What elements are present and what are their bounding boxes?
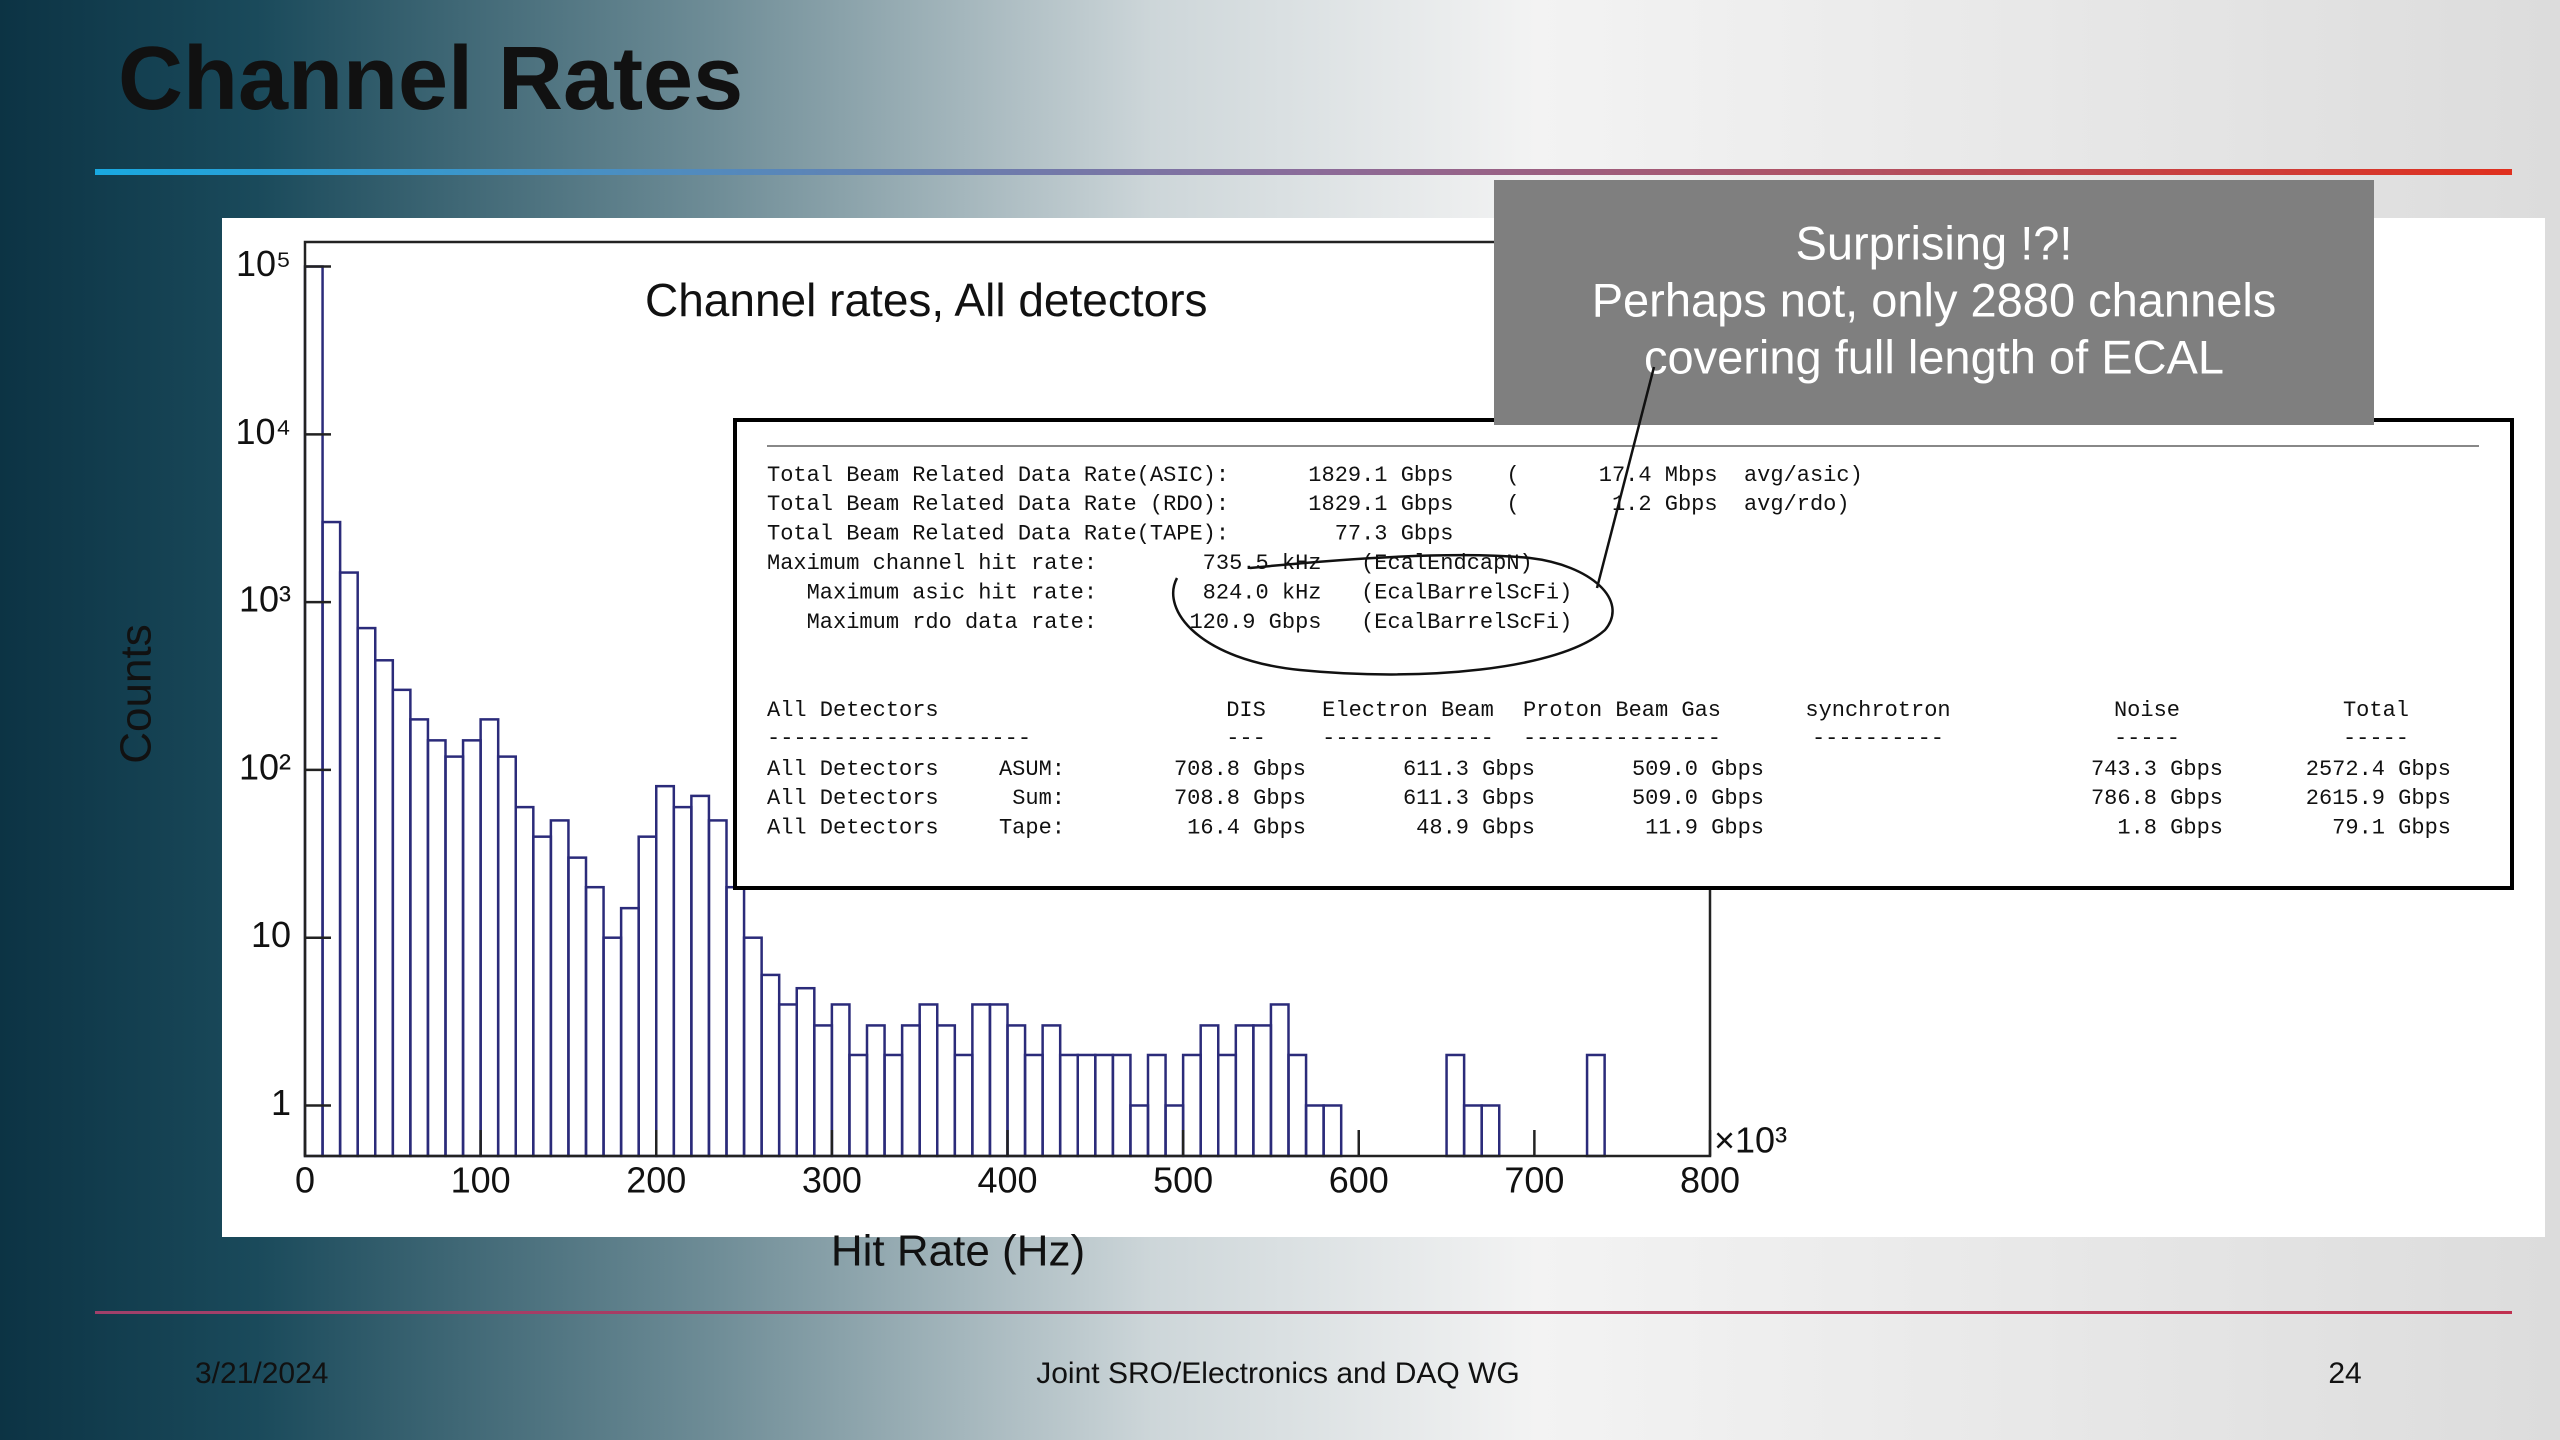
summary-line: Total Beam Related Data Rate(TAPE): 77.3… [767, 522, 1454, 547]
detector-rule: --- [1226, 726, 1266, 751]
y-tick-label: 10³ [239, 579, 291, 620]
x-axis-label: Hit Rate (Hz) [831, 1227, 1085, 1276]
callout-line: Perhaps not, only 2880 channels [1592, 273, 2277, 326]
detector-cell: 2572.4 Gbps [2306, 757, 2451, 782]
summary-line: Total Beam Related Data Rate (RDO): 1829… [767, 492, 1850, 517]
detector-rule: ---------- [1812, 726, 1944, 751]
highlight-ellipse [1171, 553, 1614, 676]
detector-cell: All Detectors [767, 816, 939, 841]
plot: 1 10 10² 10³ 10⁴ 10⁵ 0 100 200 300 400 500 600 700 800… [112, 240, 1787, 1276]
stats-box: Total Beam Related Data Rate(ASIC): 1829… [733, 418, 2514, 890]
detector-cell: 786.8 Gbps [2091, 786, 2223, 811]
x-tick-label: 0 [295, 1160, 315, 1201]
detector-header: Noise [2114, 698, 2180, 723]
detector-header: synchrotron [1805, 698, 1950, 723]
summary-line: Total Beam Related Data Rate(ASIC): 1829… [767, 463, 1863, 488]
callout-line: Surprising !?! [1796, 216, 2073, 269]
callout: Surprising !?!Perhaps not, only 2880 cha… [1592, 216, 2277, 383]
detector-cell: All Detectors [767, 757, 939, 782]
detector-cell: 2615.9 Gbps [2306, 786, 2451, 811]
x-tick-label: 200 [626, 1160, 686, 1201]
x-tick-label: 700 [1504, 1160, 1564, 1201]
detector-rule: --------------- [1523, 726, 1721, 751]
detector-rule: ----- [2114, 726, 2180, 751]
detector-cell: 79.1 Gbps [2332, 816, 2451, 841]
footer-rule [95, 1311, 2512, 1314]
detector-header: Electron Beam [1322, 698, 1494, 723]
detector-rule: -------------------- [767, 726, 1031, 751]
detector-cell: ASUM: [999, 757, 1065, 782]
detector-rule: ----- [2343, 726, 2409, 751]
detector-cell: All Detectors [767, 786, 939, 811]
slide-title: Channel Rates [118, 29, 743, 129]
stats-frame [733, 418, 2514, 890]
detector-header: All Detectors [767, 698, 939, 723]
chart-title: Channel rates, All detectors [645, 274, 1208, 326]
pointer-line [1595, 366, 1656, 589]
detector-cell: 11.9 Gbps [1645, 816, 1764, 841]
x-scale-label: ×10³ [1714, 1120, 1787, 1161]
detector-cell: 611.3 Gbps [1403, 757, 1535, 782]
x-tick-label: 800 [1680, 1160, 1740, 1201]
y-tick-label: 10² [239, 746, 291, 787]
detector-header: DIS [1226, 698, 1266, 723]
y-axis-label: Counts [112, 624, 161, 763]
summary-line: Maximum asic hit rate: 824.0 kHz (EcalBa… [767, 580, 1572, 605]
detector-rule: ------------- [1322, 726, 1494, 751]
x-tick-label: 500 [1153, 1160, 1213, 1201]
footer-page: 24 [2328, 1357, 2361, 1390]
detector-cell: 509.0 Gbps [1632, 757, 1764, 782]
title-rule [95, 169, 2512, 175]
footer-date: 3/21/2024 [195, 1357, 328, 1390]
detector-cell: 743.3 Gbps [2091, 757, 2223, 782]
detector-header: Total [2343, 698, 2409, 723]
x-tick-label: 100 [451, 1160, 511, 1201]
detector-cell: Sum: [1012, 786, 1065, 811]
y-tick-label: 1 [271, 1082, 291, 1123]
detector-header: Proton Beam Gas [1523, 698, 1721, 723]
x-tick-label: 400 [977, 1160, 1037, 1201]
detector-cell: 708.8 Gbps [1174, 757, 1306, 782]
y-tick-label: 10 [251, 914, 291, 955]
detector-cell: 509.0 Gbps [1632, 786, 1764, 811]
detector-cell: 611.3 Gbps [1403, 786, 1535, 811]
y-tick-label: 10⁴ [235, 411, 291, 452]
x-tick-label: 600 [1329, 1160, 1389, 1201]
x-tick-label: 300 [802, 1160, 862, 1201]
footer-title: Joint SRO/Electronics and DAQ WG [1036, 1357, 1520, 1390]
callout-box [1494, 180, 2374, 425]
detector-cell: 708.8 Gbps [1174, 786, 1306, 811]
summary-line: Maximum rdo data rate: 120.9 Gbps (EcalB… [767, 610, 1572, 635]
detector-cell: 16.4 Gbps [1187, 816, 1306, 841]
detector-cell: 48.9 Gbps [1416, 816, 1535, 841]
y-tick-label: 10⁵ [236, 243, 291, 284]
detector-cell: 1.8 Gbps [2117, 816, 2223, 841]
detector-cell: Tape: [999, 816, 1065, 841]
callout-line: covering full length of ECAL [1644, 330, 2224, 383]
